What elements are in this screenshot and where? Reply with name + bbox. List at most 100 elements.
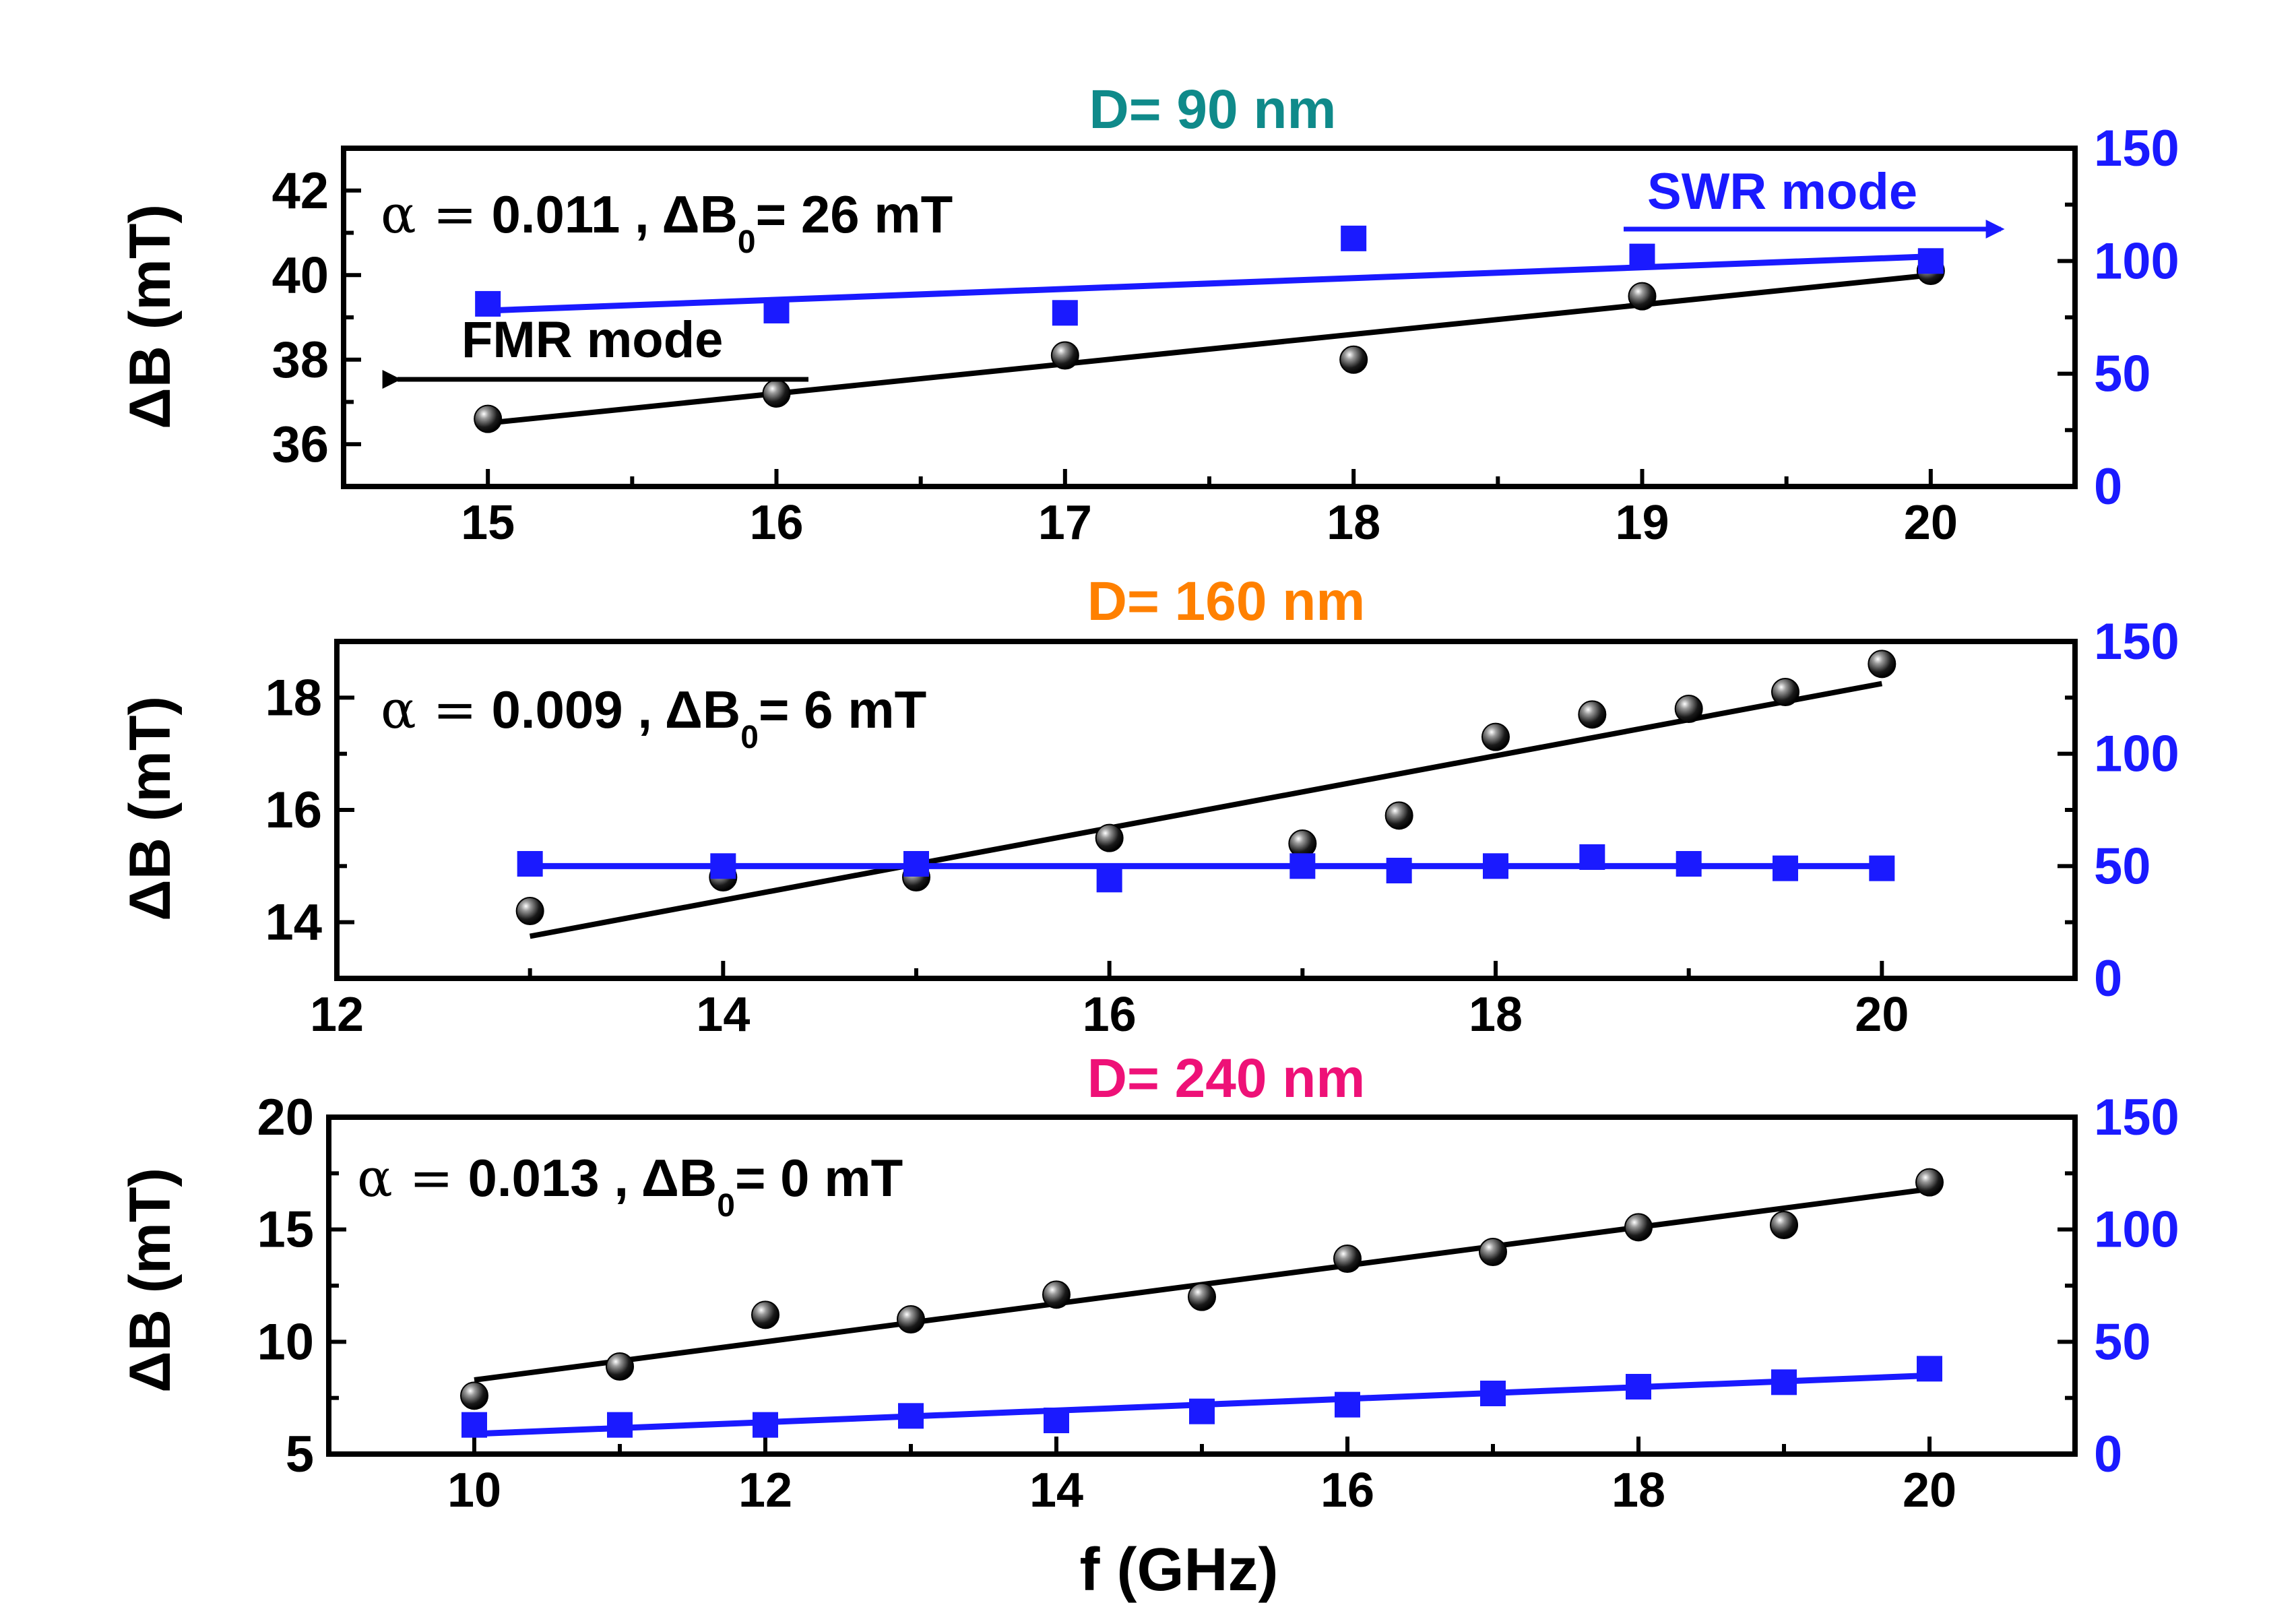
y-tick-label: 36 [272, 416, 329, 473]
swr-data-point [763, 297, 790, 323]
data-points [515, 650, 1896, 925]
panel-d160: D= 160 nm ΔB (mT) 12 14 16 18 20 14 16 18 0 50 1… [118, 571, 2179, 1042]
x-tick-label: 19 [1615, 496, 1669, 550]
y-tick-label: 20 [257, 1089, 314, 1146]
delta-b-subscript: 0 [740, 720, 759, 755]
swr-data-point [1629, 243, 1655, 270]
alpha-symbol: α = [381, 680, 477, 741]
y-tick-label: 16 [265, 782, 322, 839]
swr-data-point [1483, 853, 1508, 879]
panel-title: D= 160 nm [1087, 571, 1365, 632]
y2-axis: 0 50 100 150 [2058, 120, 2179, 515]
fmr-data-point [1674, 695, 1703, 723]
swr-data-point [517, 851, 543, 877]
swr-data-point [1480, 1381, 1506, 1406]
fmr-data-point [460, 1381, 488, 1410]
swr-data-point [1044, 1408, 1069, 1433]
x-tick-label: 10 [447, 1464, 501, 1517]
y-tick-label: 40 [272, 247, 329, 304]
fmr-data-point [1628, 282, 1657, 311]
x-axis-label: f (GHz) [1080, 1536, 1279, 1603]
delta-b-subscript: 0 [738, 224, 756, 260]
swr-data-point [1676, 851, 1702, 877]
y2-tick-label: 150 [2094, 120, 2179, 177]
y2-axis: 0 50 100 150 [2058, 613, 2179, 1007]
swr-data-point [607, 1412, 633, 1438]
delta-b-value: = 6 mT [759, 680, 926, 739]
y2-tick-label: 0 [2094, 950, 2122, 1007]
swr-fit-line [487, 253, 1932, 314]
swr-data-point [1386, 858, 1412, 883]
swr-data-point [753, 1412, 778, 1438]
fmr-data-point [1481, 722, 1510, 751]
fmr-data-point [897, 1305, 925, 1333]
swr-data-point [1917, 248, 1944, 274]
y2-tick-label: 100 [2094, 726, 2179, 783]
y2-tick-label: 150 [2094, 613, 2179, 670]
alpha-symbol: α = [357, 1148, 453, 1209]
x-tick-label: 15 [461, 496, 515, 550]
fit-lines [474, 1186, 1930, 1437]
alpha-value: 0.013 , [468, 1148, 629, 1207]
y-axis-label: ΔB (mT) [118, 204, 183, 429]
swr-data-point [475, 290, 501, 317]
alpha-value: 0.009 , [492, 680, 653, 739]
fmr-data-point [1624, 1213, 1653, 1242]
swr-data-point [1626, 1374, 1651, 1400]
delta-b-label: ΔB [641, 1148, 717, 1207]
fmr-data-point [1188, 1282, 1216, 1311]
y2-tick-label: 50 [2094, 1313, 2151, 1371]
fmr-data-point [1333, 1245, 1362, 1273]
y2-tick-label: 0 [2094, 458, 2122, 515]
y-tick-label: 14 [265, 894, 322, 951]
fmr-data-point [515, 897, 544, 925]
swr-data-point [1096, 867, 1122, 893]
x-tick-label: 16 [749, 496, 803, 550]
y2-axis: 0 50 100 150 [2058, 1089, 2179, 1483]
panel-title: D= 240 nm [1087, 1048, 1365, 1109]
fmr-data-point [1771, 678, 1799, 706]
delta-b-value: = 26 mT [756, 185, 953, 244]
y-axis: 14 16 18 [265, 639, 354, 980]
delta-b-subscript: 0 [717, 1188, 735, 1224]
fmr-data-point [1868, 650, 1896, 679]
x-axis: 10 12 14 16 18 20 [327, 1437, 2077, 1517]
y-tick-label: 15 [257, 1201, 314, 1259]
delta-b-label: ΔB [665, 680, 740, 739]
x-tick-label: 20 [1855, 988, 1909, 1042]
fmr-data-point [1050, 341, 1079, 370]
data-points [474, 225, 1945, 433]
alpha-annotation: α = 0.009 , ΔB0= 6 mT [381, 680, 926, 755]
x-tick-label: 14 [1029, 1464, 1083, 1517]
delta-b-value: = 0 mT [735, 1148, 903, 1207]
y2-tick-label: 100 [2094, 232, 2179, 290]
x-tick-label: 14 [696, 988, 750, 1042]
fmr-data-point [1095, 823, 1124, 852]
swr-data-point [1579, 844, 1605, 870]
swr-data-point [1189, 1398, 1215, 1424]
panel-d240: D= 240 nm ΔB (mT) 10 12 14 16 18 20 5 10 15 20 0… [118, 1048, 2179, 1603]
fmr-data-point [1288, 829, 1317, 858]
swr-data-point [898, 1403, 924, 1429]
x-tick-label: 18 [1612, 1464, 1665, 1517]
x-tick-label: 12 [738, 1464, 792, 1517]
swr-data-point [1869, 855, 1895, 881]
fmr-data-point [474, 404, 503, 433]
fmr-data-point [1770, 1211, 1798, 1239]
fmr-fit-line [529, 681, 1883, 939]
y2-tick-label: 100 [2094, 1201, 2179, 1259]
fmr-mode-label: FMR mode [461, 311, 723, 369]
swr-data-point [710, 853, 736, 879]
x-tick-label: 16 [1083, 988, 1137, 1042]
data-points [460, 1168, 1944, 1438]
swr-data-point [1341, 225, 1367, 251]
fmr-data-point [762, 379, 791, 408]
fmr-data-point [1479, 1238, 1507, 1266]
y2-tick-label: 0 [2094, 1426, 2122, 1483]
y-axis: 36 38 40 42 [272, 146, 361, 489]
x-tick-label: 18 [1469, 988, 1523, 1042]
y-axis-label: ΔB (mT) [118, 1168, 183, 1393]
x-tick-label: 17 [1038, 496, 1092, 550]
y-tick-label: 38 [272, 332, 329, 389]
